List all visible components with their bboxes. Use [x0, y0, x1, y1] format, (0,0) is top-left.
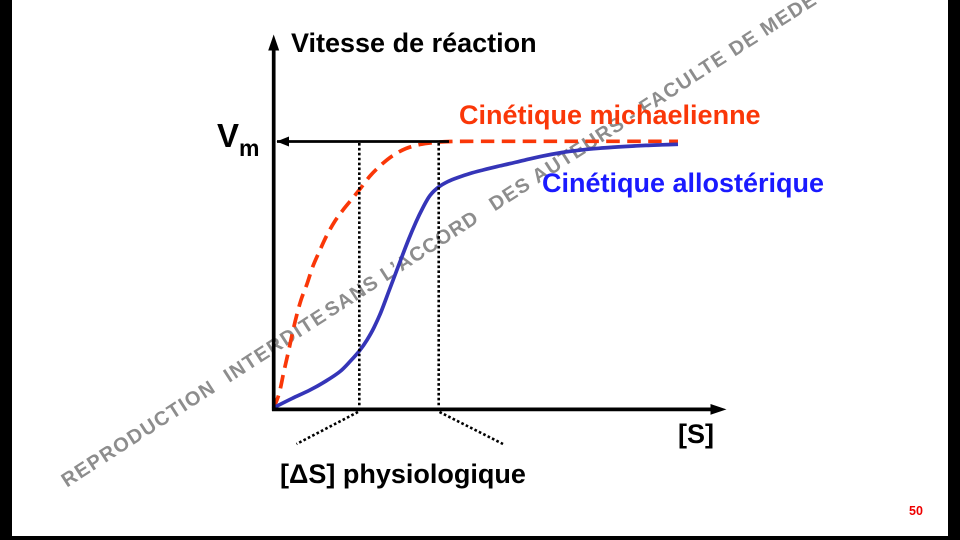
svg-text:SANS L’ACCORD: SANS L’ACCORD — [321, 207, 483, 322]
